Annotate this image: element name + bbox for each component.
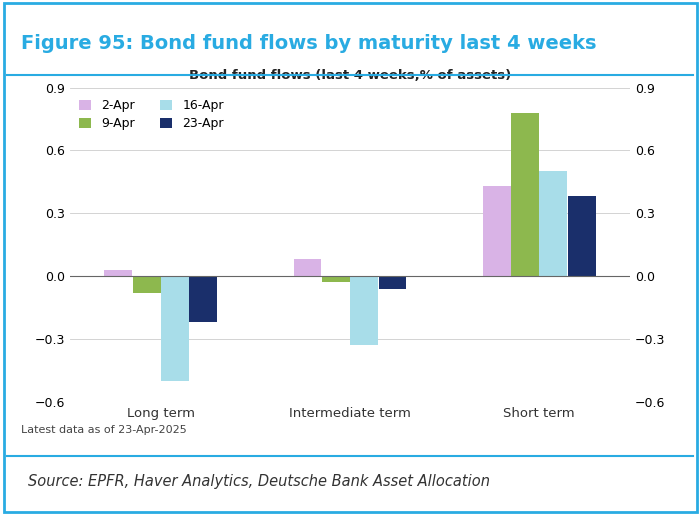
Bar (161, 276, 189, 381)
Bar (540, 171, 567, 276)
Text: Latest data as of 23-Apr-2025: Latest data as of 23-Apr-2025 (21, 425, 187, 435)
Bar (379, 276, 407, 288)
Bar (104, 270, 132, 276)
Bar (190, 276, 217, 322)
Text: Figure 95: Bond fund flows by maturity last 4 weeks: Figure 95: Bond fund flows by maturity l… (21, 35, 596, 53)
Bar (133, 276, 160, 293)
Bar (322, 276, 350, 282)
Title: Bond fund flows (last 4 weeks,% of assets): Bond fund flows (last 4 weeks,% of asset… (189, 69, 511, 82)
Bar (568, 196, 596, 276)
Legend: 2-Apr, 9-Apr, 16-Apr, 23-Apr: 2-Apr, 9-Apr, 16-Apr, 23-Apr (76, 97, 226, 133)
Bar (483, 186, 510, 276)
Bar (293, 259, 321, 276)
Text: Source: EPFR, Haver Analytics, Deutsche Bank Asset Allocation: Source: EPFR, Haver Analytics, Deutsche … (28, 474, 490, 489)
Bar (350, 276, 378, 345)
Bar (511, 113, 539, 276)
